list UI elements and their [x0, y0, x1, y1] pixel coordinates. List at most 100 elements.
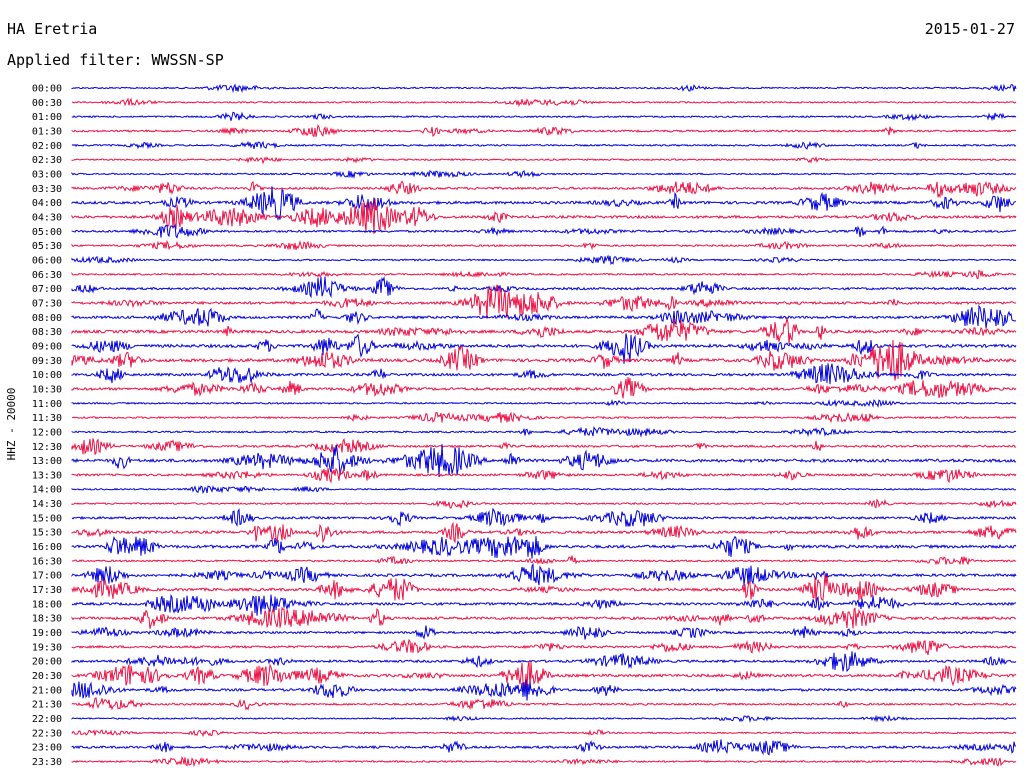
time-tick-label: 11:30 — [32, 413, 62, 424]
time-tick-label: 16:30 — [32, 556, 62, 567]
seismogram-trace — [71, 606, 1017, 629]
filter-label: Applied filter: WWSSN-SP — [7, 51, 224, 69]
time-tick-label: 09:00 — [32, 341, 62, 352]
seismogram-trace — [71, 411, 1017, 424]
time-tick-label: 00:30 — [32, 98, 62, 109]
time-tick-label: 18:00 — [32, 599, 62, 610]
seismogram-trace — [71, 269, 1017, 280]
seismogram-trace — [71, 467, 1017, 484]
time-tick-label: 16:00 — [32, 542, 62, 553]
time-tick-label: 02:00 — [32, 141, 62, 152]
time-tick-label: 05:00 — [32, 227, 62, 238]
seismogram-trace — [71, 198, 1017, 234]
time-tick-label: 10:30 — [32, 384, 62, 395]
seismogram-trace — [72, 555, 1016, 566]
seismogram-trace — [71, 304, 1016, 329]
time-tick-label: 02:30 — [32, 155, 62, 166]
y-axis-label: HHZ - 20000 — [5, 388, 18, 461]
time-tick-label: 09:30 — [32, 356, 62, 367]
time-tick-label: 08:00 — [32, 313, 62, 324]
seismogram-trace — [71, 83, 1017, 94]
seismogram-trace — [71, 140, 1017, 150]
station-title: HA Eretria — [7, 20, 98, 38]
seismogram-trace — [71, 97, 1017, 108]
seismogram-trace — [71, 593, 1017, 616]
seismogram-trace — [71, 625, 1017, 640]
seismogram-trace — [71, 284, 1016, 319]
seismogram-trace — [71, 340, 1017, 381]
time-tick-label: 23:00 — [32, 743, 62, 754]
seismogram-trace — [71, 437, 1017, 456]
time-tick-label: 06:00 — [32, 255, 62, 266]
time-tick-label: 01:00 — [32, 112, 62, 123]
seismogram-trace — [71, 111, 1017, 122]
seismogram-trace — [71, 679, 1017, 701]
seismogram-trace — [71, 398, 1017, 409]
seismogram-trace — [71, 507, 1017, 527]
seismogram-trace — [71, 363, 1017, 385]
time-tick-label: 12:30 — [32, 442, 62, 453]
time-tick-label: 14:00 — [32, 485, 62, 496]
time-tick-label: 06:30 — [32, 270, 62, 281]
seismogram-trace — [71, 186, 1017, 221]
time-tick-label: 15:30 — [32, 528, 62, 539]
time-tick-label: 08:30 — [32, 327, 62, 338]
seismogram-trace — [71, 333, 1017, 364]
time-tick-label: 13:00 — [32, 456, 62, 467]
seismogram-trace — [71, 739, 1016, 756]
time-tick-label: 20:00 — [32, 657, 62, 668]
seismogram-trace — [71, 180, 1017, 199]
time-tick-label: 19:30 — [32, 642, 62, 653]
time-tick-label: 22:30 — [32, 728, 62, 739]
seismogram-trace — [71, 661, 1017, 691]
time-tick-label: 21:00 — [32, 685, 62, 696]
seismogram-trace — [71, 444, 1017, 478]
seismogram-trace — [71, 275, 1017, 299]
time-tick-label: 04:30 — [32, 212, 62, 223]
seismogram-trace — [71, 697, 1017, 711]
time-tick-label: 00:00 — [32, 84, 62, 95]
time-tick-label: 01:30 — [32, 126, 62, 137]
time-tick-label: 07:00 — [32, 284, 62, 295]
date-label: 2015-01-27 — [924, 20, 1015, 38]
time-tick-label: 04:00 — [32, 198, 62, 209]
time-tick-label: 19:00 — [32, 628, 62, 639]
seismogram-trace — [71, 498, 1017, 509]
seismogram-trace — [71, 521, 1017, 544]
seismogram-trace — [71, 223, 1017, 239]
seismogram-trace — [71, 170, 1017, 180]
seismogram-trace — [71, 755, 1017, 768]
time-tick-label: 18:30 — [32, 614, 62, 625]
time-tick-label: 20:30 — [32, 671, 62, 682]
tick-label-group: 00:00 00:30 01:00 01:30 02:00 02:30 03:00 03:30… — [32, 84, 62, 769]
time-tick-label: 05:30 — [32, 241, 62, 252]
time-tick-label: 12:00 — [32, 427, 62, 438]
time-tick-label: 15:00 — [32, 513, 62, 524]
seismogram-trace — [71, 155, 1017, 165]
time-tick-label: 22:00 — [32, 714, 62, 725]
seismogram-trace — [71, 563, 1017, 586]
seismogram-trace — [71, 254, 1017, 266]
seismogram-trace — [71, 484, 1017, 495]
seismogram-trace — [71, 123, 1017, 138]
seismogram-trace — [71, 729, 1017, 738]
time-tick-label: 14:30 — [32, 499, 62, 510]
seismogram-trace — [71, 376, 1017, 399]
time-tick-label: 13:30 — [32, 470, 62, 481]
time-tick-label: 10:00 — [32, 370, 62, 381]
time-tick-label: 17:30 — [32, 585, 62, 596]
seismogram-trace — [71, 638, 1017, 656]
seismogram-trace — [71, 318, 1017, 345]
seismogram-trace — [71, 573, 1017, 603]
seismogram-trace — [71, 535, 1017, 559]
time-tick-label: 23:30 — [32, 757, 62, 768]
seismogram-trace — [71, 714, 1017, 723]
seismogram-trace — [71, 651, 1017, 673]
time-tick-label: 07:30 — [32, 298, 62, 309]
time-tick-label: 21:30 — [32, 700, 62, 711]
time-tick-label: 11:00 — [32, 399, 62, 410]
seismogram-trace — [71, 425, 1017, 438]
time-tick-label: 17:00 — [32, 571, 62, 582]
time-tick-label: 03:30 — [32, 184, 62, 195]
